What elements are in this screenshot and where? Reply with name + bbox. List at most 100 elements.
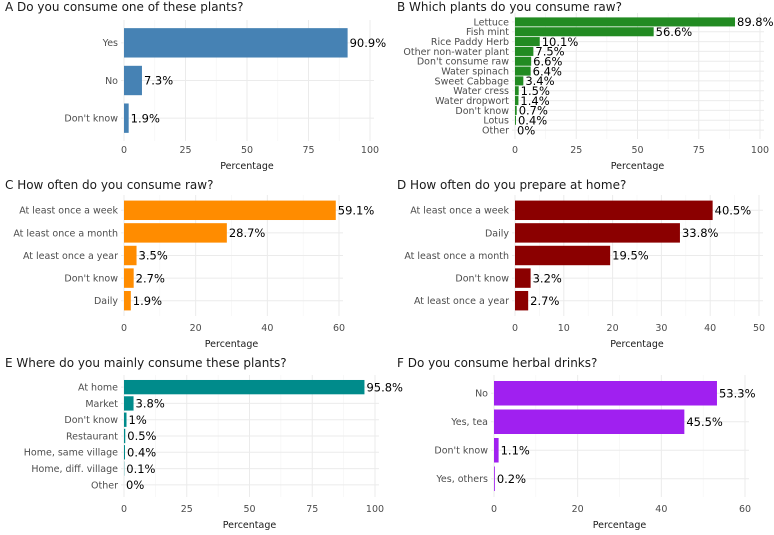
category-label: At least once a month xyxy=(404,251,509,262)
panel-title: C How often do you consume raw? xyxy=(5,178,213,192)
bar xyxy=(494,380,717,406)
category-label: Don't know xyxy=(64,274,118,285)
x-tick-label: 75 xyxy=(306,504,318,515)
category-label: At home xyxy=(78,383,118,394)
x-tick-label: 25 xyxy=(570,145,582,156)
panel-title: F Do you consume herbal drinks? xyxy=(397,356,597,370)
category-label: Water dropwort xyxy=(435,96,509,107)
x-tick-label: 50 xyxy=(631,145,643,156)
data-label: 53.3% xyxy=(719,386,756,400)
bar xyxy=(124,379,365,395)
data-label: 2.7% xyxy=(530,294,559,308)
bar xyxy=(515,56,532,66)
data-label: 3.8% xyxy=(136,397,165,411)
data-label: 40.5% xyxy=(715,204,752,218)
bar xyxy=(515,245,611,266)
x-tick-label: 30 xyxy=(655,323,667,334)
panel-b: 0 25 50 75 100 Lettuce 89.8% Fish mint 56.6% Rice… xyxy=(397,0,774,172)
category-label: Don't consume raw xyxy=(417,57,509,68)
x-tick-label: 40 xyxy=(261,323,273,334)
category-label: Home, diff. village xyxy=(31,464,118,475)
x-axis-label: Percentage xyxy=(205,339,259,350)
panel-title: B Which plants do you consume raw? xyxy=(397,0,622,14)
category-label: Restaurant xyxy=(66,431,118,442)
data-label: 3.2% xyxy=(533,271,562,285)
category-label: At least once a month xyxy=(13,228,118,239)
x-axis-label: Percentage xyxy=(593,520,647,531)
x-tick-label: 25 xyxy=(181,504,193,515)
x-axis-label: Percentage xyxy=(223,520,277,531)
data-label: 0.4% xyxy=(127,445,156,459)
x-tick-label: 0 xyxy=(491,504,497,515)
bar xyxy=(124,200,336,221)
category-label: No xyxy=(105,76,118,87)
data-label: 6.6% xyxy=(533,54,562,68)
category-label: Other non-water plant xyxy=(403,47,509,58)
bar xyxy=(515,37,540,47)
data-label: 1.4% xyxy=(520,94,549,108)
bar xyxy=(124,445,126,460)
x-tick-label: 0 xyxy=(121,504,127,515)
x-tick-label: 75 xyxy=(302,145,314,156)
x-tick-label: 100 xyxy=(366,504,384,515)
category-label: Don't know xyxy=(455,106,509,117)
data-label: 0% xyxy=(126,478,144,492)
x-tick-label: 50 xyxy=(753,323,765,334)
bar xyxy=(124,103,129,133)
bar xyxy=(124,396,134,411)
category-label: Don't know xyxy=(64,415,118,426)
data-label: 28.7% xyxy=(229,226,266,240)
category-label: Lotus xyxy=(483,116,509,127)
x-tick-label: 100 xyxy=(361,145,379,156)
x-tick-label: 0 xyxy=(512,323,518,334)
x-tick-label: 0 xyxy=(121,145,127,156)
x-axis-label: Percentage xyxy=(610,339,664,350)
data-label: 1.1% xyxy=(501,443,530,457)
data-label: 89.8% xyxy=(737,15,774,29)
panel-d: 0 10 20 30 40 50 At least once a week 40.5% Dail… xyxy=(397,178,765,350)
x-tick-label: 0 xyxy=(512,145,518,156)
x-tick-label: 10 xyxy=(558,323,570,334)
category-label: Water cress xyxy=(453,86,509,97)
data-label: 7.3% xyxy=(144,74,173,88)
data-label: 45.5% xyxy=(686,415,723,429)
category-label: At least once a week xyxy=(410,206,509,217)
category-label: Yes, others xyxy=(435,474,488,485)
panel-e: 0 25 50 75 100 At home 95.8% Market 3.8% Don't kn… xyxy=(5,356,403,531)
x-axis-label: Percentage xyxy=(220,161,274,172)
bar xyxy=(515,46,534,56)
bar xyxy=(515,96,519,106)
category-label: Don't know xyxy=(434,446,488,457)
data-label: 90.9% xyxy=(350,36,387,50)
data-label: 3.5% xyxy=(139,249,168,263)
bar xyxy=(124,245,137,266)
data-label: 56.6% xyxy=(656,25,693,39)
data-label: 1.5% xyxy=(521,84,550,98)
category-label: Lettuce xyxy=(473,17,509,28)
bar xyxy=(124,223,227,243)
category-label: Rice Paddy Herb xyxy=(431,37,509,48)
bar xyxy=(494,466,495,492)
data-label: 0.7% xyxy=(519,104,548,118)
category-label: Home, same village xyxy=(24,448,118,459)
panel-c: 0 20 40 60 At least once a week 59.1% At least… xyxy=(5,178,374,350)
bar xyxy=(124,428,126,444)
bar xyxy=(124,290,131,311)
data-label: 19.5% xyxy=(612,249,649,263)
bar xyxy=(515,223,680,243)
category-label: No xyxy=(475,389,488,400)
data-label: 0% xyxy=(517,123,535,137)
category-label: Market xyxy=(85,399,118,410)
category-label: At least once a week xyxy=(19,206,118,217)
data-label: 10.1% xyxy=(542,35,579,49)
bar xyxy=(124,65,142,96)
category-label: Daily xyxy=(94,296,118,307)
panel-title: D How often do you prepare at home? xyxy=(397,178,626,192)
data-label: 1.9% xyxy=(131,111,160,125)
data-label: 1.9% xyxy=(133,294,162,308)
bar xyxy=(515,200,713,221)
bar xyxy=(515,27,654,37)
x-tick-label: 20 xyxy=(607,323,619,334)
bar xyxy=(124,268,134,288)
